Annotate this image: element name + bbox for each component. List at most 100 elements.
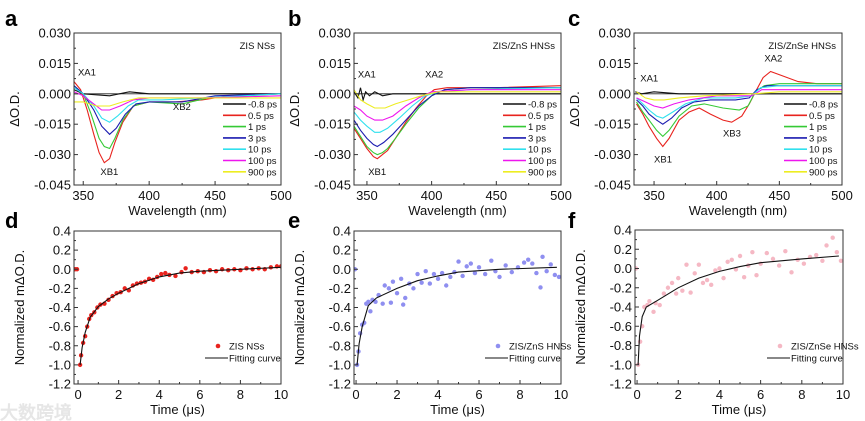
y-tick-label: 0.0 (614, 261, 632, 276)
x-tick-label: 450 (768, 188, 790, 203)
data-point (540, 254, 545, 260)
data-point (692, 271, 697, 276)
y-tick-label: -1.2 (329, 377, 351, 392)
x-tick-label: 450 (485, 188, 507, 203)
y-tick-label: -0.045 (34, 178, 71, 193)
series-line-05ps (74, 81, 281, 164)
peak-annotation: XB2 (173, 102, 191, 113)
data-point (830, 235, 835, 240)
data-point (750, 249, 755, 255)
y-tick-label: 0.030 (318, 26, 351, 41)
y-tick-label: -0.4 (49, 300, 71, 315)
legend-label: 1 ps (248, 122, 266, 133)
data-point (673, 291, 679, 296)
y-tick-label: -0.6 (329, 319, 351, 334)
panel-letter: b (288, 6, 301, 31)
data-point (521, 260, 527, 265)
x-tick-label: 6 (757, 387, 764, 402)
x-tick-label: 8 (237, 387, 244, 402)
y-tick-label: -0.015 (594, 117, 631, 132)
y-tick-label: -1.0 (610, 357, 632, 372)
data-point (386, 286, 392, 291)
panel-letter: d (5, 208, 18, 233)
legend-label: 1 ps (528, 122, 546, 133)
data-point (476, 265, 482, 270)
y-tick-label: 0.0 (333, 262, 351, 277)
data-point (530, 261, 535, 266)
y-tick-label: -0.6 (610, 319, 632, 334)
data-point (394, 290, 400, 296)
x-axis-label: Wavelength (nm) (408, 203, 507, 218)
series-line-100ps (354, 89, 561, 121)
data-point (444, 283, 449, 288)
peak-annotation: XA2 (425, 70, 443, 81)
y-tick-label: -0.8 (610, 338, 632, 353)
data-point (696, 262, 702, 267)
y-tick-label: -0.8 (49, 338, 71, 353)
panel-f: f 0 2 4 6 8 10 -1.2 -1.0 -0.8 -0.6 -0.4 -0.2 0.0 0.2 0.… (568, 208, 859, 417)
data-point (838, 258, 843, 263)
legend-label: 900 ps (528, 167, 557, 178)
plot-area (74, 81, 281, 164)
data-point (373, 299, 378, 304)
panel-e: e 0 2 4 6 8 10 -1.2 -1.0 -0.8 -0.6 -0.4 -0.2 0.0 0.2 0.… (288, 208, 572, 417)
data-point (456, 259, 461, 264)
data-point (665, 285, 671, 290)
data-point (460, 273, 465, 279)
series-line-900ps (74, 97, 281, 107)
y-tick-label: -0.030 (314, 147, 351, 162)
data-point (489, 258, 494, 263)
legend-label: ZIS/ZnS HNSs (509, 342, 572, 353)
x-tick-label: 500 (831, 188, 853, 203)
data-point (448, 274, 453, 280)
data-point (661, 291, 667, 296)
y-tick-label: 0.030 (598, 26, 631, 41)
panel-letter: f (568, 208, 576, 233)
legend-label: 10 ps (528, 145, 551, 156)
legend-label: 100 ps (248, 156, 277, 167)
data-point (737, 253, 743, 259)
x-tick-label: 2 (675, 387, 682, 402)
data-point (789, 270, 794, 275)
data-point (669, 280, 675, 286)
data-point (704, 277, 710, 283)
data-point (538, 285, 543, 290)
series-line-900ps (354, 89, 561, 109)
data-point (717, 266, 722, 271)
x-tick-label: 350 (643, 188, 665, 203)
peak-annotation: XB3 (723, 128, 741, 139)
data-point (213, 268, 219, 274)
y-tick-label: 0.2 (333, 243, 351, 258)
data-point (427, 281, 433, 286)
x-tick-label: 2 (393, 387, 400, 402)
data-point (647, 299, 652, 304)
x-tick-label: 0 (633, 387, 640, 402)
y-tick-label: 0.015 (598, 56, 631, 71)
data-point (544, 268, 549, 274)
data-point (435, 276, 441, 282)
series-line-3ps (74, 85, 281, 136)
legend-label: 0.5 ps (248, 111, 274, 122)
x-tick-label: 6 (475, 387, 482, 402)
data-point (770, 256, 776, 262)
x-tick-label: 4 (434, 387, 441, 402)
y-tick-label: 0.4 (614, 223, 632, 238)
data-point (380, 301, 385, 306)
data-point (497, 274, 502, 280)
data-point (713, 268, 718, 273)
data-point (651, 309, 656, 315)
x-tick-label: 8 (516, 387, 523, 402)
legend-label: 3 ps (809, 133, 827, 144)
y-tick-label: -0.030 (594, 147, 631, 162)
x-tick-label: 400 (706, 188, 728, 203)
data-point (776, 263, 782, 268)
y-tick-label: 0.4 (53, 224, 71, 239)
data-point (783, 248, 788, 254)
series-line-3ps (354, 87, 561, 148)
y-tick-label: -0.2 (329, 281, 351, 296)
data-point (754, 273, 759, 278)
peak-annotation: XB1 (368, 167, 386, 178)
x-tick-label: 4 (716, 387, 723, 402)
y-axis-label: ΔO.D. (567, 91, 582, 126)
data-point (179, 269, 184, 275)
